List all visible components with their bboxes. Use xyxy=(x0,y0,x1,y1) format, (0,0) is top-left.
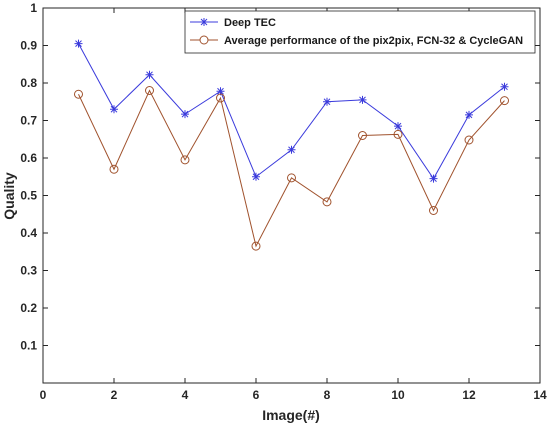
data-point xyxy=(358,131,367,140)
y-axis: 0.1 0.2 0.3 0.4 0.5 0.6 0.7 0.8 0.9 1 xyxy=(20,1,540,353)
data-point xyxy=(74,39,83,48)
data-point xyxy=(145,70,154,79)
x-axis-label: Image(#) xyxy=(262,407,320,423)
data-point xyxy=(145,86,154,95)
data-point xyxy=(358,95,367,104)
legend-label-average: Average performance of the pix2pix, FCN-… xyxy=(224,35,523,47)
y-tick-label: 1 xyxy=(30,1,37,15)
x-tick-label: 6 xyxy=(253,388,260,402)
y-tick-label: 0.4 xyxy=(20,226,37,240)
data-point xyxy=(394,122,402,131)
y-tick-label: 0.1 xyxy=(20,339,37,353)
series-layer xyxy=(74,39,509,251)
data-point xyxy=(180,155,190,165)
y-tick-label: 0.9 xyxy=(20,39,37,53)
x-tick-label: 8 xyxy=(324,388,331,402)
x-tick-label: 0 xyxy=(40,388,47,402)
x-axis: 0 2 4 6 8 10 12 14 xyxy=(40,8,547,402)
x-tick-label: 12 xyxy=(462,388,476,402)
data-point xyxy=(287,173,296,183)
legend: Deep TEC Average performance of the pix2… xyxy=(184,10,536,54)
data-point xyxy=(322,197,332,207)
data-point xyxy=(500,96,509,106)
x-tick-label: 4 xyxy=(182,388,189,402)
y-axis-label: Quality xyxy=(1,172,17,220)
data-point xyxy=(429,206,438,215)
legend-asterisk-icon xyxy=(200,18,208,26)
data-point xyxy=(500,82,509,91)
data-point xyxy=(109,164,119,174)
series-line xyxy=(78,89,505,248)
data-point xyxy=(252,172,260,181)
data-point xyxy=(74,89,83,99)
data-point xyxy=(464,135,474,145)
data-point xyxy=(429,174,438,183)
y-tick-label: 0.8 xyxy=(20,76,37,90)
x-tick-label: 2 xyxy=(111,388,118,402)
data-point xyxy=(181,110,189,119)
data-point xyxy=(323,97,331,106)
data-point xyxy=(251,241,261,251)
data-point xyxy=(393,129,403,139)
data-point xyxy=(287,145,296,154)
data-point xyxy=(465,110,473,119)
series-0 xyxy=(74,39,509,183)
data-point xyxy=(216,93,225,103)
plot-area xyxy=(42,7,541,384)
x-tick-label: 10 xyxy=(391,388,405,402)
y-tick-label: 0.7 xyxy=(20,114,37,128)
y-tick-label: 0.3 xyxy=(20,264,37,278)
data-point xyxy=(110,105,118,114)
legend-label-deep-tec: Deep TEC xyxy=(224,17,276,29)
series-1 xyxy=(74,86,509,251)
legend-box xyxy=(184,10,536,54)
y-tick-label: 0.2 xyxy=(20,301,37,315)
y-tick-label: 0.5 xyxy=(20,189,37,203)
x-tick-label: 14 xyxy=(533,388,547,402)
legend-circle-icon xyxy=(199,35,209,45)
y-tick-label: 0.6 xyxy=(20,151,37,165)
